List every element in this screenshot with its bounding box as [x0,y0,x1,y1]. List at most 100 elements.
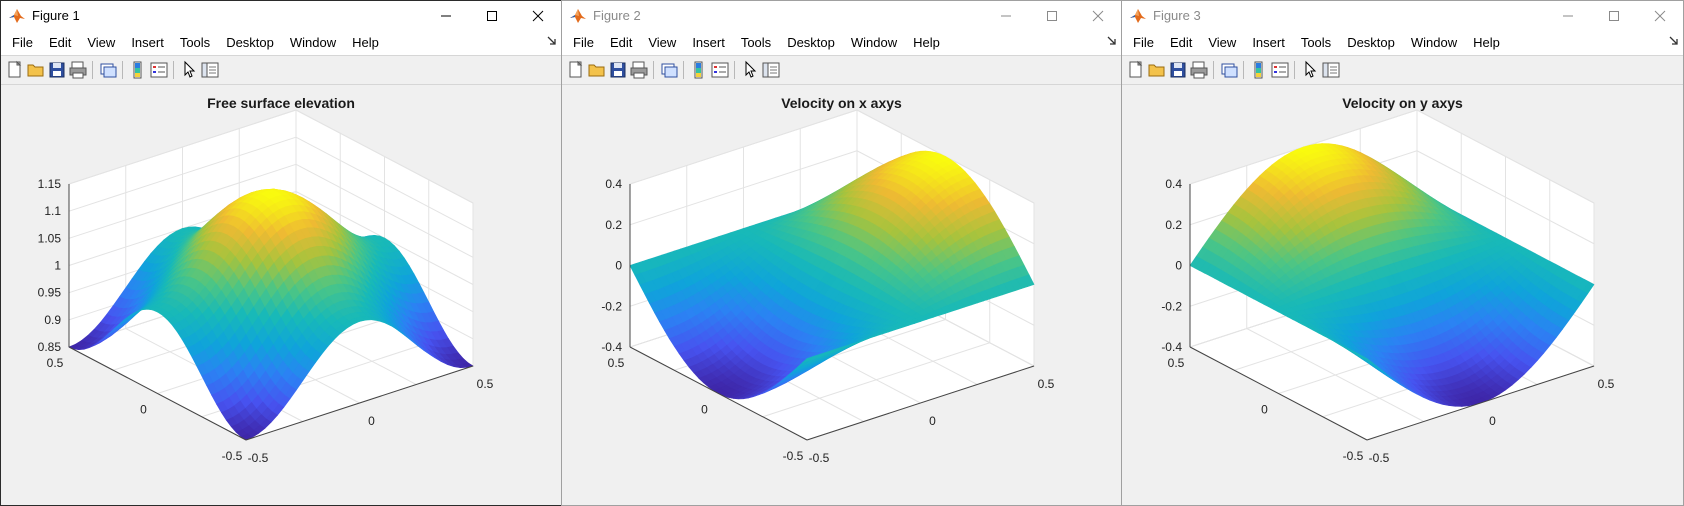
close-button[interactable] [1637,1,1683,31]
maximize-button[interactable] [1029,1,1075,31]
y-axis-line [1189,346,1368,441]
property-inspector-icon[interactable] [760,60,781,81]
grid-line [68,163,297,239]
open-file-icon[interactable] [1146,60,1167,81]
grid-line [295,163,474,258]
colorbar-icon[interactable] [127,60,148,81]
menu-tools[interactable]: Tools [740,35,772,50]
edit-plot-pointer-icon[interactable] [1299,60,1320,81]
save-icon[interactable] [607,60,628,81]
menu-file[interactable]: File [1133,35,1154,50]
x-tick-label: 0 [929,414,936,428]
dock-arrow-icon[interactable] [1107,36,1117,49]
menu-window[interactable]: Window [289,35,337,50]
surface-mesh [68,188,474,441]
menu-view[interactable]: View [1208,35,1237,50]
title-bar[interactable]: Figure 3 [1122,1,1683,31]
menu-view[interactable]: View [87,35,116,50]
plot-canvas[interactable]: Velocity on x axys -0.5 0 0.5 -0.5 0 0.5 -0.4-… [562,85,1121,505]
menu-help[interactable]: Help [352,35,379,50]
toolbar-separator [1213,61,1214,79]
z-tick-label: 0.9 [44,313,61,327]
figure-window-3[interactable]: Figure 3 File Edit View Insert Tools Desktop W… [1121,0,1684,506]
surface-plot[interactable]: -0.5 0 0.5 -0.5 0 0.5 -0.4 -0.2 0 0.2 0.4 [1122,85,1682,505]
grid-line [629,150,858,226]
menu-bar: File Edit View Insert Tools Desktop Window Help [562,31,1121,56]
title-bar[interactable]: Figure 2 [562,1,1121,31]
new-figure-icon[interactable] [565,60,586,81]
close-button[interactable] [1075,1,1121,31]
toolbar-separator [92,61,93,79]
property-inspector-icon[interactable] [1320,60,1341,81]
plot-canvas[interactable]: Free surface elevation -0.5 0 0.5 -0.5 0 0.5 0… [1,85,561,505]
title-bar[interactable]: Figure 1 [1,1,561,31]
link-plot-icon[interactable] [1218,60,1239,81]
close-button[interactable] [515,1,561,31]
y-tick-label: 0.5 [47,356,64,370]
new-figure-icon[interactable] [1125,60,1146,81]
legend-icon[interactable] [709,60,730,81]
menu-tools[interactable]: Tools [1300,35,1332,50]
open-file-icon[interactable] [25,60,46,81]
new-figure-icon[interactable] [4,60,25,81]
menu-file[interactable]: File [12,35,33,50]
menu-desktop[interactable]: Desktop [226,35,274,50]
legend-icon[interactable] [148,60,169,81]
x-axis-line [1366,365,1595,441]
z-tick-label: 0.2 [1165,218,1182,232]
print-icon[interactable] [1188,60,1209,81]
link-plot-icon[interactable] [97,60,118,81]
save-icon[interactable] [1167,60,1188,81]
toolbar-separator [1294,61,1295,79]
menu-bar: File Edit View Insert Tools Desktop Window Help [1,31,561,56]
menu-insert[interactable]: Insert [131,35,164,50]
maximize-button[interactable] [469,1,515,31]
open-file-icon[interactable] [586,60,607,81]
matlab-logo-icon [569,7,587,25]
figure-window-2[interactable]: Figure 2 File Edit View Insert Tools Desktop W… [561,0,1122,506]
menu-file[interactable]: File [573,35,594,50]
menu-desktop[interactable]: Desktop [787,35,835,50]
z-tick-label: 0.95 [38,286,62,300]
menu-tools[interactable]: Tools [179,35,211,50]
print-icon[interactable] [628,60,649,81]
maximize-button[interactable] [1591,1,1637,31]
menu-window[interactable]: Window [1410,35,1458,50]
menu-desktop[interactable]: Desktop [1347,35,1395,50]
menu-help[interactable]: Help [913,35,940,50]
print-icon[interactable] [67,60,88,81]
menu-edit[interactable]: Edit [609,35,633,50]
figure-window-1[interactable]: Figure 1 File Edit View Insert Tools Desktop W… [0,0,562,506]
legend-icon[interactable] [1269,60,1290,81]
menu-edit[interactable]: Edit [1169,35,1193,50]
minimize-button[interactable] [423,1,469,31]
minimize-button[interactable] [1545,1,1591,31]
edit-plot-pointer-icon[interactable] [739,60,760,81]
link-plot-icon[interactable] [658,60,679,81]
z-tick-label: 0 [1175,259,1182,273]
dock-arrow-icon[interactable] [547,36,557,49]
matlab-logo-icon [8,7,26,25]
surface-plot[interactable]: -0.5 0 0.5 -0.5 0 0.5 0.85 0.9 0.95 1 1.05 1.1 1.15 [1,85,561,505]
toolbar-separator [1243,61,1244,79]
menu-view[interactable]: View [648,35,677,50]
z-tick-label: 1.05 [38,231,62,245]
colorbar-icon[interactable] [1248,60,1269,81]
colorbar-icon[interactable] [688,60,709,81]
plot-canvas[interactable]: Velocity on y axys -0.5 0 0.5 -0.5 0 0.5 -0.4-… [1122,85,1683,505]
menu-help[interactable]: Help [1473,35,1500,50]
menu-insert[interactable]: Insert [1252,35,1285,50]
surface-plot[interactable]: -0.5 0 0.5 -0.5 0 0.5 -0.4 -0.2 0 0.2 0.4 [562,85,1122,505]
toolbar-separator [173,61,174,79]
z-tick-label: -0.4 [1161,340,1182,354]
x-axis-line [245,365,474,441]
menu-insert[interactable]: Insert [692,35,725,50]
menu-window[interactable]: Window [850,35,898,50]
minimize-button[interactable] [983,1,1029,31]
save-icon[interactable] [46,60,67,81]
dock-arrow-icon[interactable] [1669,36,1679,49]
x-tick-label: 0.5 [1598,377,1615,391]
edit-plot-pointer-icon[interactable] [178,60,199,81]
property-inspector-icon[interactable] [199,60,220,81]
menu-edit[interactable]: Edit [48,35,72,50]
